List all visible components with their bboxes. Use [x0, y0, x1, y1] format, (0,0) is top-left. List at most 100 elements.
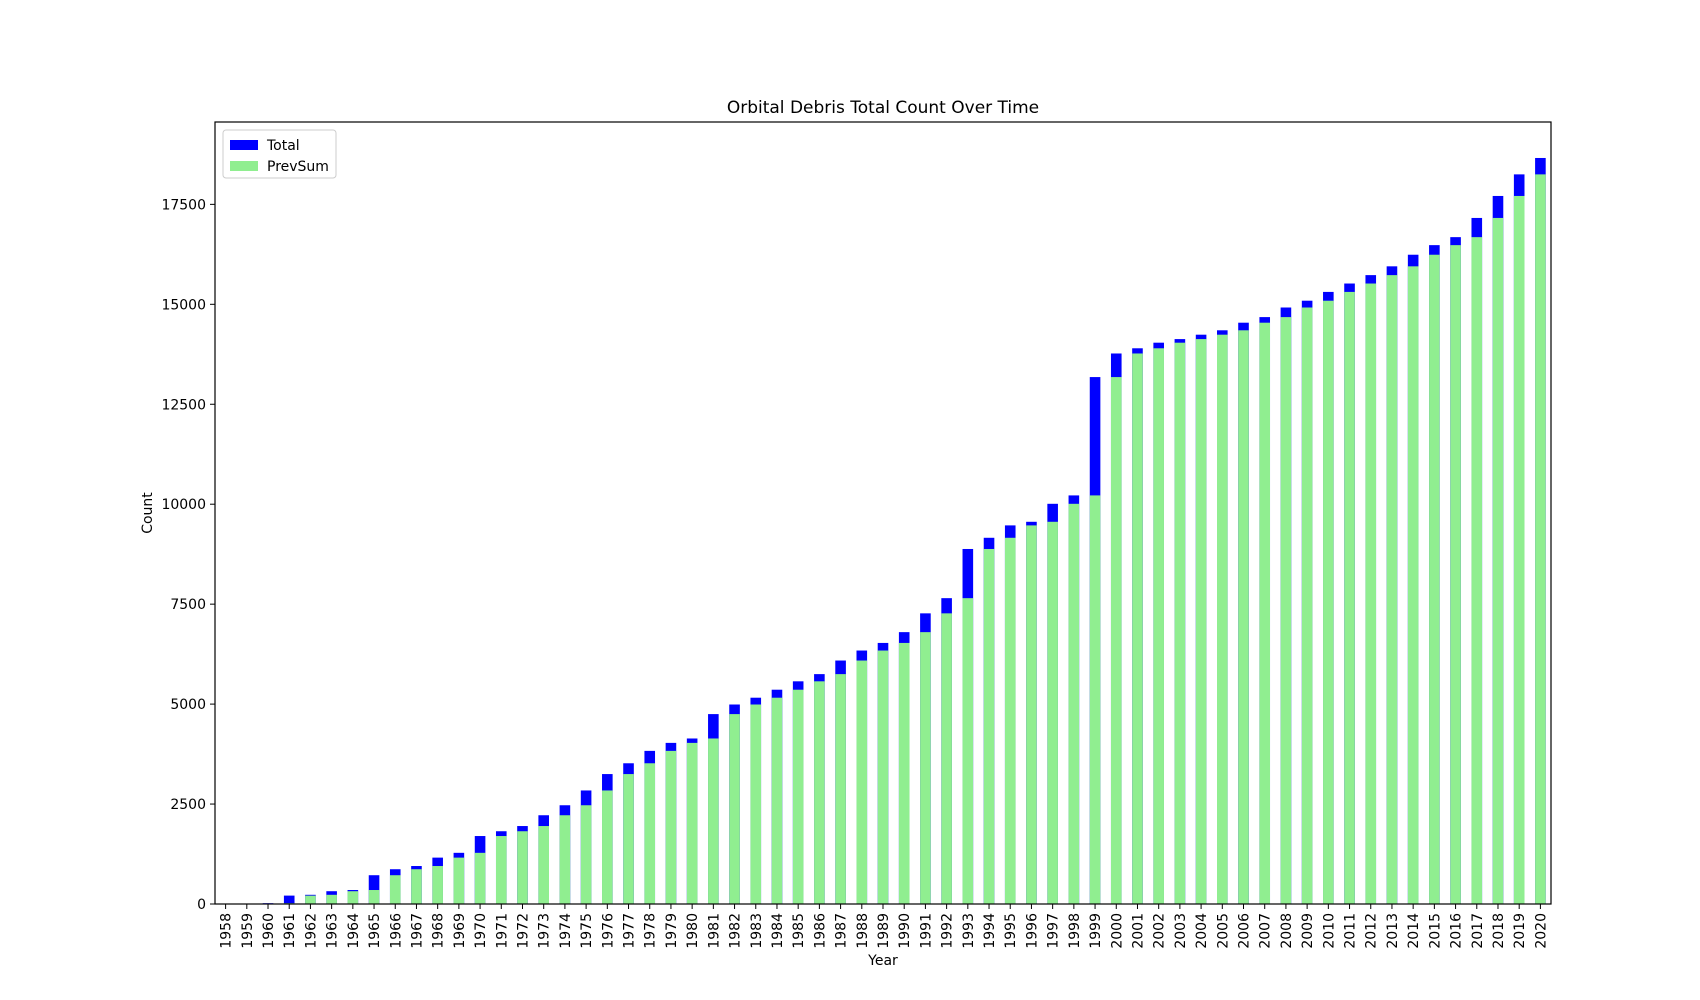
x-tick-label: 1978: [643, 913, 659, 949]
x-tick-label: 2005: [1215, 913, 1231, 949]
bar-prevsum-1976: [602, 790, 613, 904]
bar-prevsum-1971: [495, 836, 507, 904]
x-axis: 1958 1959 1960 1961 1962 1963 1964 1965 1966 1967…: [219, 904, 1549, 949]
x-tick-label: 2003: [1173, 913, 1189, 949]
x-tick-label: 1993: [961, 913, 977, 949]
bar-prevsum-1980: [686, 742, 698, 904]
x-tick-label: 1959: [240, 913, 256, 949]
x-tick-label: 1974: [558, 913, 574, 949]
x-tick-label: 2010: [1321, 913, 1337, 949]
bar-prevsum-1994: [983, 548, 995, 904]
x-tick-label: 1995: [1003, 913, 1019, 949]
x-tick-label: 2012: [1364, 913, 1380, 949]
bar-prevsum-2001: [1132, 353, 1143, 905]
x-tick-label: 1967: [409, 913, 425, 949]
x-tick-label: 1977: [622, 913, 638, 949]
bar-prevsum-1992: [941, 613, 952, 904]
x-axis-label: Year: [867, 953, 898, 969]
bar-prevsum-1962: [305, 895, 316, 904]
x-tick-label: 1962: [303, 913, 319, 949]
x-tick-label: 1975: [579, 913, 595, 949]
y-tick-label: 15000: [161, 297, 206, 313]
x-tick-label: 1971: [494, 913, 510, 949]
x-tick-label: 1979: [664, 913, 680, 949]
y-tick-label: 12500: [161, 397, 206, 413]
bar-prevsum-1973: [538, 826, 549, 904]
bar-prevsum-2013: [1386, 275, 1398, 904]
x-tick-label: 1986: [812, 913, 828, 949]
x-tick-label: 1989: [876, 913, 892, 949]
x-tick-label: 2002: [1152, 913, 1168, 949]
bar-prevsum-1985: [792, 689, 804, 904]
legend-swatch-total: [230, 140, 258, 150]
x-tick-label: 1996: [1024, 913, 1040, 949]
bar-prevsum-1972: [517, 831, 528, 904]
x-tick-label: 1958: [219, 913, 235, 949]
x-tick-label: 2008: [1279, 913, 1295, 949]
x-tick-label: 1966: [388, 913, 404, 949]
bar-prevsum-2000: [1110, 377, 1122, 904]
y-tick-label: 0: [197, 897, 206, 913]
bar-prevsum-2006: [1238, 330, 1249, 904]
bar-prevsum-1989: [877, 650, 889, 904]
bar-prevsum-1981: [708, 738, 719, 904]
bar-prevsum-1999: [1089, 495, 1101, 904]
bar-prevsum-1982: [729, 714, 740, 904]
x-tick-label: 1998: [1067, 913, 1083, 949]
x-tick-label: 2006: [1237, 913, 1253, 949]
x-tick-label: 1964: [346, 913, 362, 949]
bar-prevsum-2015: [1429, 254, 1440, 904]
legend-label-total: Total: [266, 138, 300, 154]
x-tick-label: 1984: [770, 913, 786, 949]
bar-prevsum-2002: [1153, 348, 1164, 904]
x-tick-label: 2013: [1385, 913, 1401, 949]
x-tick-label: 1983: [749, 913, 765, 949]
bar-prevsum-1978: [644, 763, 656, 904]
x-tick-label: 1981: [706, 913, 722, 949]
bar-prevsum-2019: [1513, 195, 1525, 905]
x-tick-label: 2014: [1406, 913, 1422, 949]
x-tick-label: 1985: [791, 913, 807, 949]
x-tick-label: 2016: [1449, 913, 1465, 949]
bar-prevsum-2005: [1217, 334, 1228, 905]
bar-prevsum-2004: [1195, 339, 1207, 904]
bar-prevsum-1969: [453, 857, 465, 904]
bar-prevsum-2020: [1535, 174, 1546, 904]
x-tick-label: 1987: [834, 913, 850, 949]
bar-prevsum-2014: [1407, 266, 1419, 904]
bar-prevsum-1968: [432, 866, 443, 904]
bar-prevsum-1970: [474, 852, 486, 904]
bar-prevsum-2003: [1174, 342, 1186, 904]
x-tick-label: 1980: [685, 913, 701, 949]
x-tick-label: 1976: [600, 913, 616, 949]
bar-prevsum-1995: [1004, 537, 1016, 904]
bar-prevsum-1977: [623, 774, 634, 904]
x-tick-label: 2004: [1194, 913, 1210, 949]
bar-prevsum-1998: [1068, 503, 1080, 904]
bar-prevsum-1966: [389, 875, 401, 904]
chart-title: Orbital Debris Total Count Over Time: [727, 98, 1039, 118]
y-tick-label: 2500: [170, 797, 206, 813]
x-tick-label: 1994: [982, 913, 998, 949]
bar-prevsum-1984: [771, 697, 783, 904]
x-tick-label: 2001: [1130, 913, 1146, 949]
y-tick-label: 10000: [161, 497, 206, 513]
y-tick-label: 7500: [170, 597, 206, 613]
x-tick-label: 1965: [367, 913, 383, 949]
x-tick-label: 2015: [1427, 913, 1443, 949]
bar-prevsum-2018: [1492, 217, 1504, 904]
bar-prevsum-1964: [347, 891, 359, 904]
y-tick-label: 17500: [161, 197, 206, 213]
bar-prevsum-2009: [1301, 307, 1313, 904]
x-tick-label: 2011: [1343, 913, 1359, 949]
x-tick-label: 2009: [1300, 913, 1316, 949]
x-tick-label: 2007: [1258, 913, 1274, 949]
legend-label-prevsum: PrevSum: [267, 159, 329, 175]
bar-total-1961: [283, 895, 295, 904]
x-tick-label: 1997: [1046, 913, 1062, 949]
bar-prevsum-1993: [962, 598, 974, 904]
bar-prevsum-1975: [580, 805, 592, 904]
bar-prevsum-1988: [856, 660, 868, 904]
bar-prevsum-1991: [920, 632, 931, 904]
